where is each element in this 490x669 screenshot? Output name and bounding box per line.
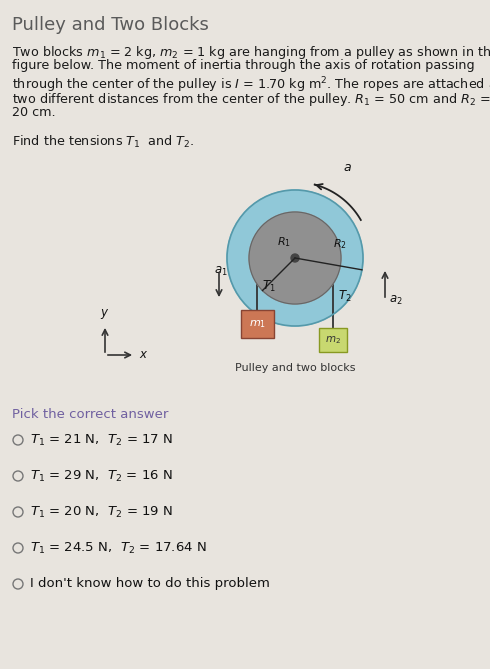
Text: $T_1$ = 20 N,  $T_2$ = 19 N: $T_1$ = 20 N, $T_2$ = 19 N xyxy=(30,504,173,520)
Text: Pulley and Two Blocks: Pulley and Two Blocks xyxy=(12,16,209,34)
Text: $T_1$ = 29 N,  $T_2$ = 16 N: $T_1$ = 29 N, $T_2$ = 16 N xyxy=(30,468,172,484)
Text: I don't know how to do this problem: I don't know how to do this problem xyxy=(30,577,270,591)
Text: $y$: $y$ xyxy=(100,307,110,321)
Circle shape xyxy=(249,212,341,304)
Text: $R_2$: $R_2$ xyxy=(333,237,347,251)
Text: 20 cm.: 20 cm. xyxy=(12,106,56,119)
Text: $a_2$: $a_2$ xyxy=(389,294,403,306)
Text: $T_1$ = 21 N,  $T_2$ = 17 N: $T_1$ = 21 N, $T_2$ = 17 N xyxy=(30,432,173,448)
Text: $a_1$: $a_1$ xyxy=(214,265,228,278)
Text: Pulley and two blocks: Pulley and two blocks xyxy=(235,363,355,373)
Text: $T_2$: $T_2$ xyxy=(338,288,352,304)
FancyBboxPatch shape xyxy=(319,328,347,352)
Text: $x$: $x$ xyxy=(139,349,148,361)
Circle shape xyxy=(227,190,363,326)
Text: $T_1$: $T_1$ xyxy=(262,278,276,294)
Text: $a$: $a$ xyxy=(343,161,351,174)
Text: Find the tensions $T_1$  and $T_2$.: Find the tensions $T_1$ and $T_2$. xyxy=(12,134,195,150)
Text: figure below. The moment of inertia through the axis of rotation passing: figure below. The moment of inertia thro… xyxy=(12,60,475,72)
Text: $m_1$: $m_1$ xyxy=(249,318,266,330)
Text: Pick the correct answer: Pick the correct answer xyxy=(12,408,169,421)
Text: Two blocks $m_1$ = 2 kg, $m_2$ = 1 kg are hanging from a pulley as shown in the: Two blocks $m_1$ = 2 kg, $m_2$ = 1 kg ar… xyxy=(12,44,490,61)
FancyBboxPatch shape xyxy=(241,310,274,338)
Text: $T_1$ = 24.5 N,  $T_2$ = 17.64 N: $T_1$ = 24.5 N, $T_2$ = 17.64 N xyxy=(30,541,207,555)
Circle shape xyxy=(291,254,299,262)
Text: $R_1$: $R_1$ xyxy=(277,235,291,249)
Text: two different distances from the center of the pulley. $R_1$ = 50 cm and $R_2$ =: two different distances from the center … xyxy=(12,90,490,108)
Text: through the center of the pulley is $I$ = 1.70 kg m$^2$. The ropes are attached : through the center of the pulley is $I$ … xyxy=(12,75,490,94)
Text: $m_2$: $m_2$ xyxy=(325,334,341,346)
